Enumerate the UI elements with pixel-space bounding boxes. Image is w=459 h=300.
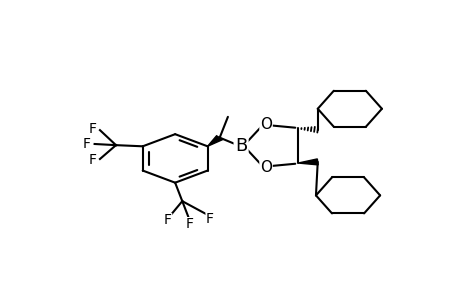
Text: F: F [205, 212, 213, 226]
Polygon shape [297, 159, 318, 165]
Text: F: F [164, 213, 172, 227]
Text: O: O [259, 117, 271, 132]
Text: F: F [89, 153, 96, 167]
Text: O: O [259, 160, 271, 175]
Polygon shape [207, 136, 223, 146]
Text: F: F [83, 137, 90, 151]
Text: F: F [89, 122, 96, 136]
Text: F: F [185, 217, 193, 231]
Text: B: B [235, 137, 246, 155]
